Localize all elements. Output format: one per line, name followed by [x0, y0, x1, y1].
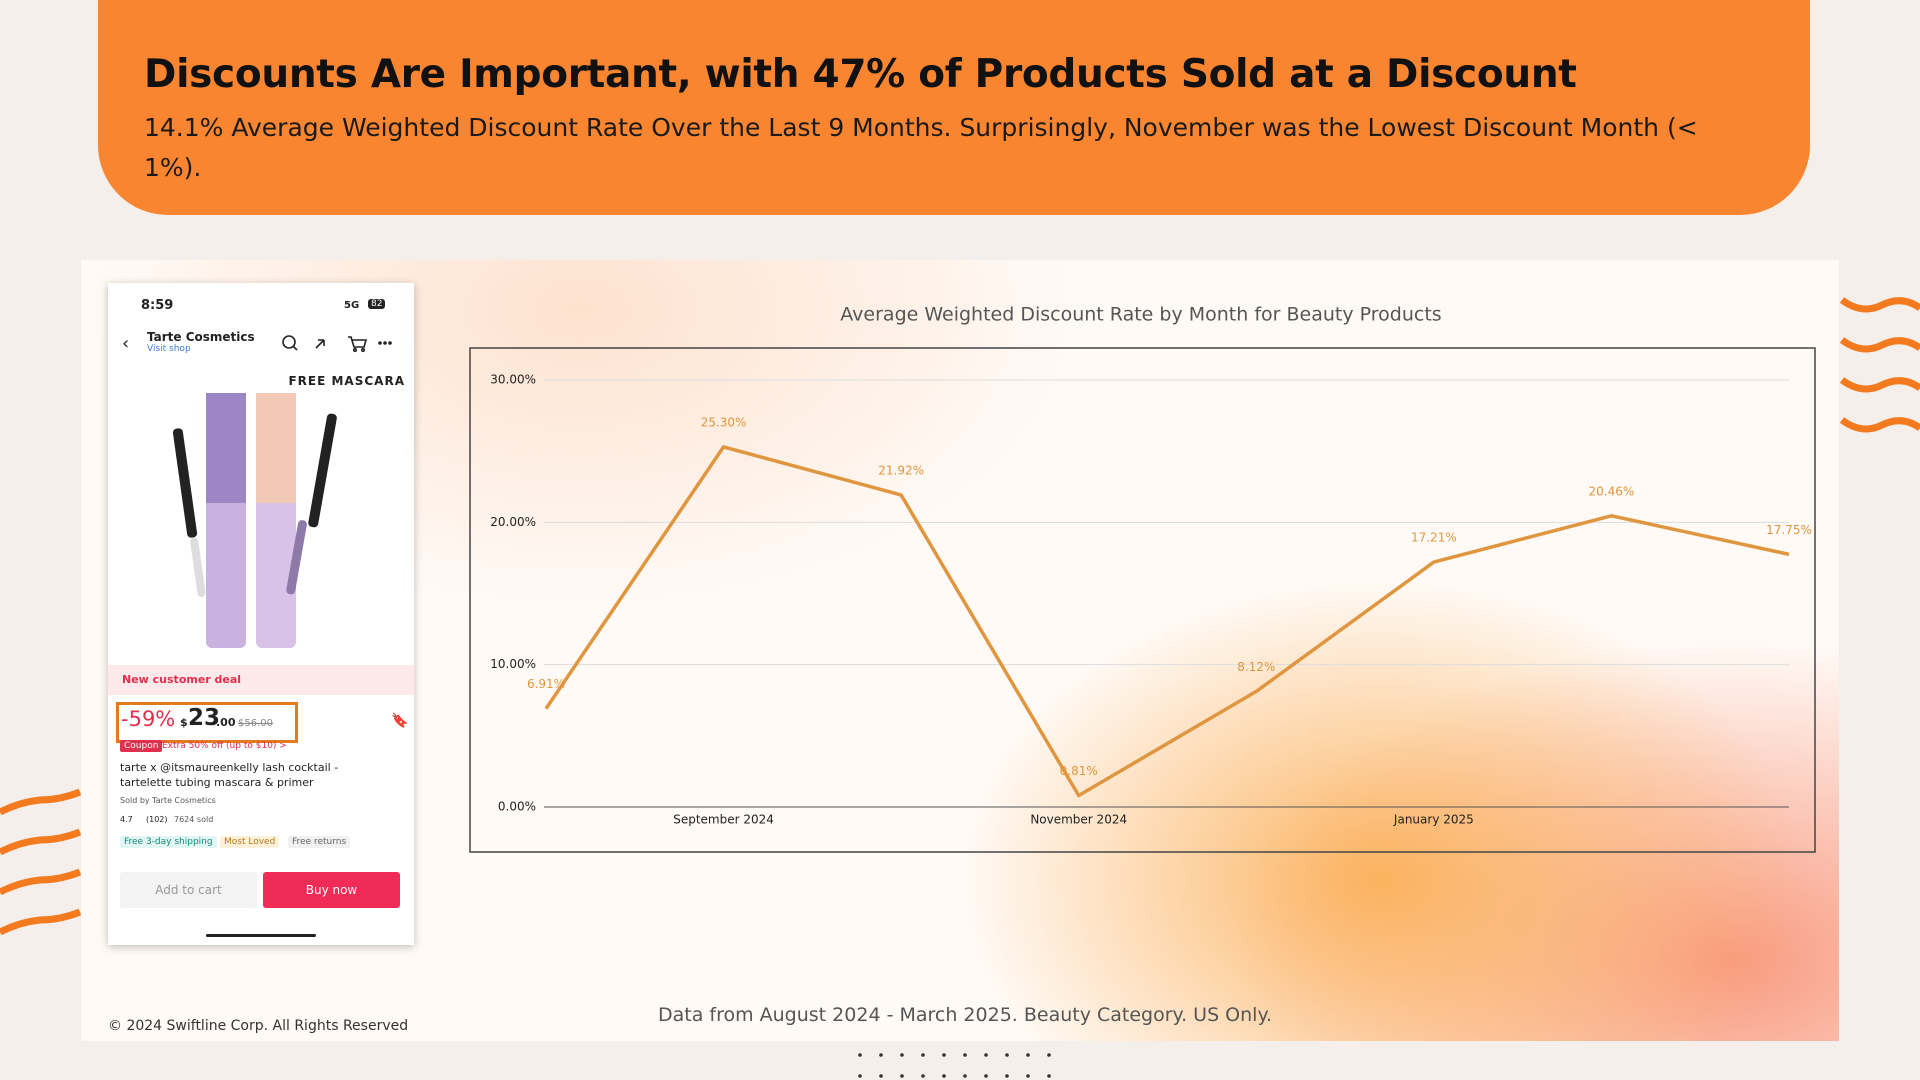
chart: Average Weighted Discount Rate by Month … — [469, 304, 1816, 853]
product-image — [172, 393, 337, 648]
back[interactable]: ‹ — [122, 333, 130, 354]
coupon: Coupon — [120, 740, 163, 752]
y-tick-label: 0.00% — [498, 800, 536, 814]
discount: -59% — [121, 707, 176, 731]
chart-title: Average Weighted Discount Rate by Month … — [840, 304, 1441, 326]
phone-mockup: 8:59 5G 82 ‹ Tarte Cosmetics Visit shop … — [108, 283, 414, 945]
toolbar-icons — [282, 335, 392, 353]
y-tick-label: 30.00% — [490, 373, 536, 387]
coupon-text: Extra 50% off (up to $10) > — [162, 741, 287, 751]
y-tick-label: 20.00% — [490, 515, 536, 529]
deal: New customer deal — [122, 673, 242, 686]
home-indicator — [206, 934, 316, 937]
cents: .00 — [216, 716, 236, 729]
value-label: 17.75% — [1766, 523, 1812, 537]
waves — [0, 297, 1920, 936]
dots — [858, 1053, 1051, 1078]
signal: 5G — [344, 300, 360, 311]
currency: $ — [180, 716, 188, 729]
title: Discounts Are Important, with 47% of Pro… — [144, 52, 1577, 97]
add-to-cart[interactable]: Add to cart — [120, 872, 257, 908]
chart-frame — [469, 347, 1816, 853]
header: Discounts Are Important, with 47% of Pro… — [98, 0, 1810, 215]
sold: 7624 sold — [174, 815, 214, 824]
value-label: 21.92% — [878, 464, 924, 478]
footnote: Data from August 2024 - March 2025. Beau… — [657, 1004, 1273, 1026]
data-line — [544, 445, 1790, 798]
tag: Most Loved — [220, 836, 280, 848]
value-label: 17.21% — [1411, 531, 1457, 545]
price: 23 — [188, 705, 221, 731]
tag: Free returns — [288, 836, 351, 848]
rating: 4.7 — [120, 815, 133, 824]
battery: 82 — [368, 299, 386, 309]
value-label: 8.12% — [1237, 660, 1275, 674]
shop-name[interactable]: Tarte Cosmetics — [147, 330, 255, 344]
copyright: © 2024 Swiftline Corp. All Rights Reserv… — [108, 1018, 409, 1034]
deal-bar — [108, 665, 414, 695]
subtitle: 14.1% Average Weighted Discount Rate Ove… — [144, 113, 1698, 182]
value-label: 6.91% — [527, 677, 565, 691]
buy-now[interactable]: Buy now — [263, 872, 400, 908]
tag: Free 3-day shipping — [120, 836, 217, 848]
bookmark[interactable]: 🔖 — [391, 713, 409, 729]
reviews: (102) — [146, 815, 168, 824]
y-tick-label: 10.00% — [490, 657, 536, 671]
product-title: tarte x @itsmaureenkelly lash cocktail -… — [120, 761, 339, 789]
old-price: $56.00 — [238, 718, 273, 729]
x-tick-label: January 2025 — [1393, 813, 1474, 827]
value-label: 25.30% — [701, 415, 747, 429]
price-highlight — [116, 702, 298, 743]
banner: FREE MASCARA — [288, 374, 405, 388]
value-label: 20.46% — [1589, 484, 1635, 498]
seller: Sold by Tarte Cosmetics — [120, 796, 216, 805]
time: 8:59 — [141, 298, 174, 313]
x-tick-label: November 2024 — [1030, 813, 1127, 827]
value-label: 0.81% — [1060, 764, 1098, 778]
x-tick-label: September 2024 — [673, 813, 774, 827]
visit-shop[interactable]: Visit shop — [147, 344, 191, 354]
